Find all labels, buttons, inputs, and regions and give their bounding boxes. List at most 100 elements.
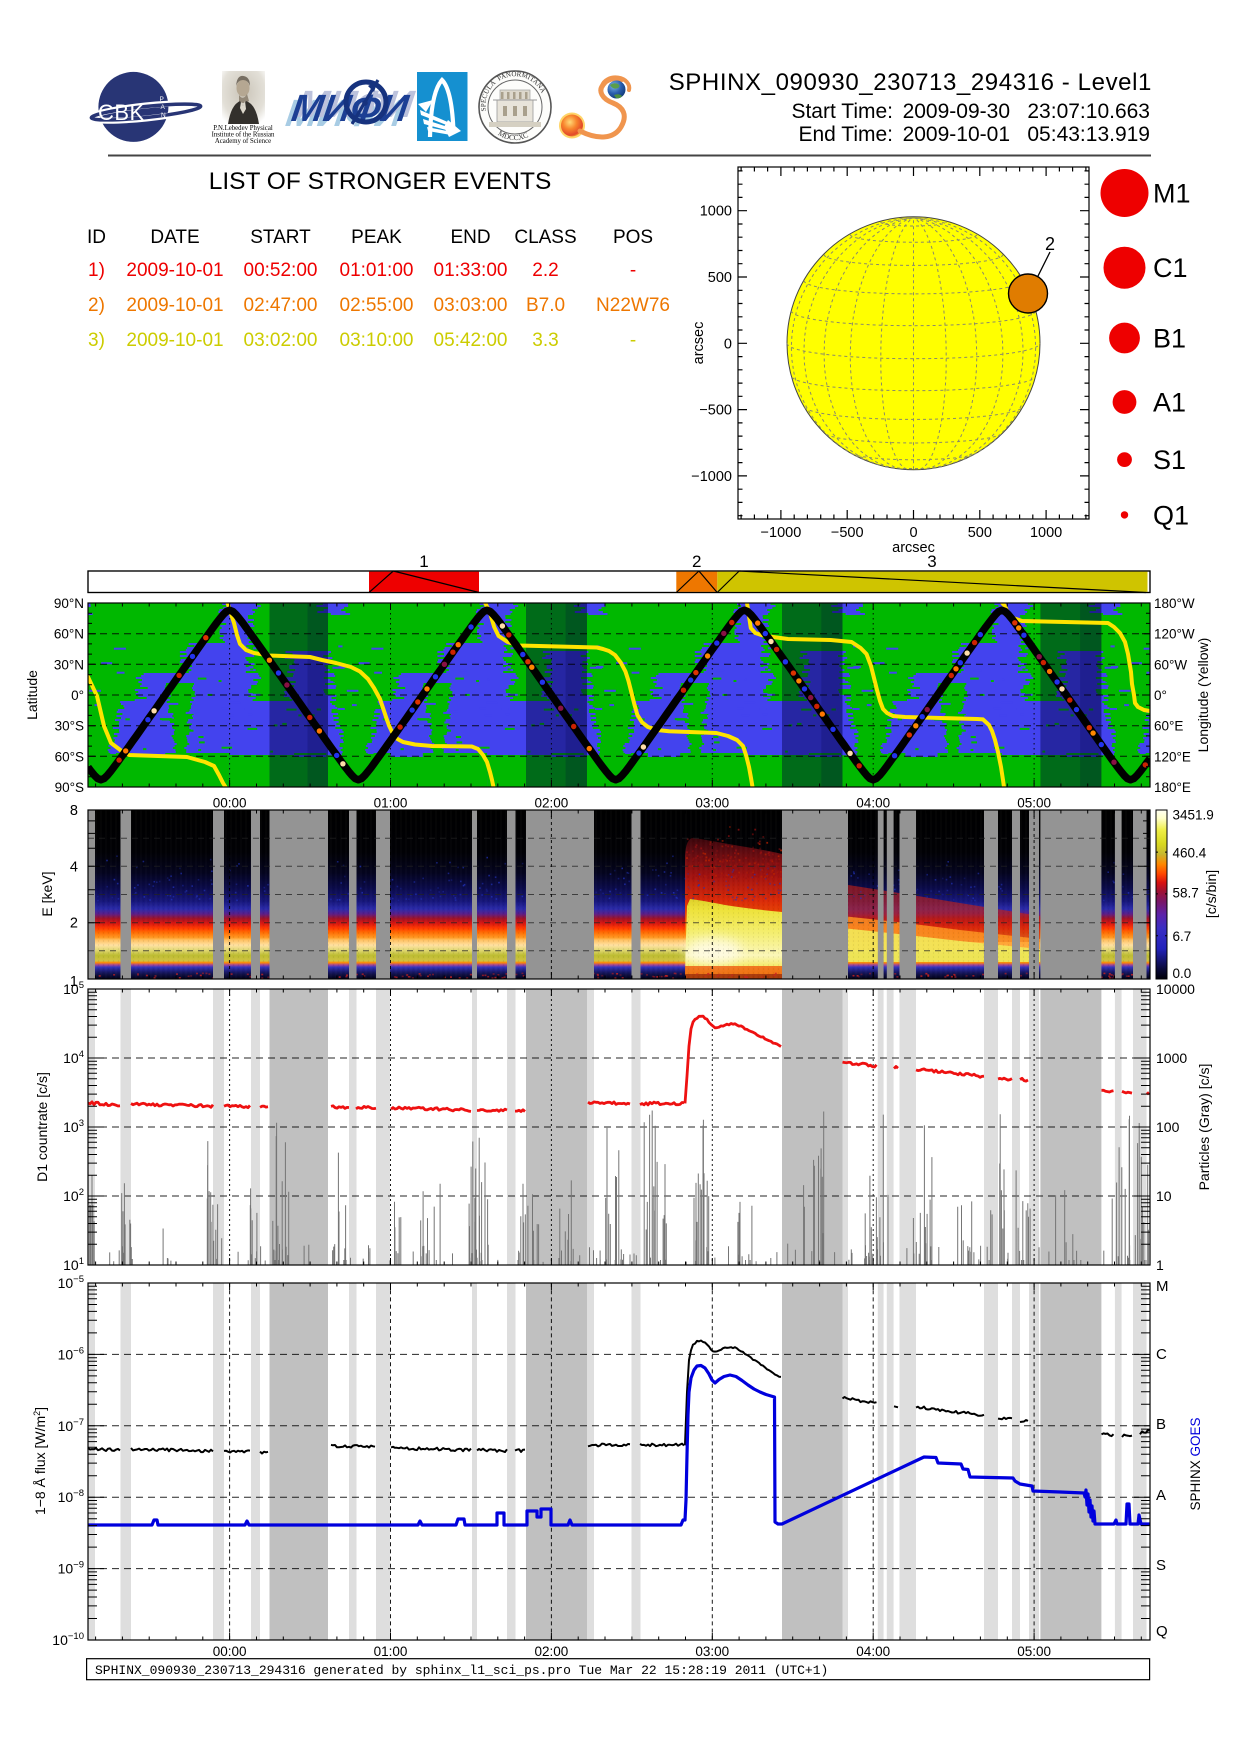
svg-text:05:43:13.919: 05:43:13.919 xyxy=(1027,123,1150,146)
svg-text:2: 2 xyxy=(1045,234,1055,254)
svg-text:00:52:00: 00:52:00 xyxy=(244,260,318,281)
svg-text:90°N: 90°N xyxy=(54,596,84,611)
svg-text:1: 1 xyxy=(419,552,428,571)
svg-text:04:00: 04:00 xyxy=(856,1644,890,1659)
svg-text:МИФИ: МИФИ xyxy=(289,87,412,130)
svg-text:A: A xyxy=(1156,1487,1166,1504)
svg-text:03:10:00: 03:10:00 xyxy=(340,330,414,351)
svg-text:180°W: 180°W xyxy=(1154,596,1195,611)
svg-text:2009-10-01: 2009-10-01 xyxy=(126,295,223,316)
svg-text:3451.9: 3451.9 xyxy=(1173,808,1214,823)
svg-text:Start Time:: Start Time: xyxy=(791,100,893,123)
svg-text:1000: 1000 xyxy=(700,204,732,220)
svg-text:A: A xyxy=(161,104,166,111)
svg-text:−500: −500 xyxy=(831,525,864,541)
svg-text:30°N: 30°N xyxy=(54,657,84,672)
svg-text:100: 100 xyxy=(1156,1119,1180,1135)
svg-text:CLASS: CLASS xyxy=(514,227,576,248)
svg-text:−500: −500 xyxy=(699,403,732,419)
svg-text:60°E: 60°E xyxy=(1154,719,1183,734)
svg-text:-: - xyxy=(630,330,636,351)
svg-text:460.4: 460.4 xyxy=(1173,846,1207,861)
svg-text:03:02:00: 03:02:00 xyxy=(244,330,318,351)
svg-text:2009-10-01: 2009-10-01 xyxy=(903,123,1010,146)
svg-text:LIST OF STRONGER EVENTS: LIST OF STRONGER EVENTS xyxy=(209,168,552,195)
svg-text:120°E: 120°E xyxy=(1154,749,1191,764)
svg-text:B: B xyxy=(1156,1416,1166,1433)
svg-text:0: 0 xyxy=(724,336,732,352)
svg-text:SPHINX GOES: SPHINX GOES xyxy=(1188,1417,1203,1510)
svg-text:SPHINX_090930_230713_294316 ge: SPHINX_090930_230713_294316 generated by… xyxy=(95,1663,828,1678)
svg-text:A1: A1 xyxy=(1153,388,1186,418)
svg-text:05:00: 05:00 xyxy=(1017,1644,1051,1659)
svg-text:3.3: 3.3 xyxy=(532,330,558,351)
svg-text:-: - xyxy=(630,260,636,281)
svg-text:B7.0: B7.0 xyxy=(526,295,565,316)
svg-text:SPHINX_090930_230713_294316 -: SPHINX_090930_230713_294316 - Level1 xyxy=(669,69,1152,96)
svg-text:58.7: 58.7 xyxy=(1173,886,1199,901)
svg-text:2: 2 xyxy=(692,552,701,571)
svg-text:2009-10-01: 2009-10-01 xyxy=(126,330,223,351)
svg-text:P: P xyxy=(160,96,164,103)
svg-text:arcsec: arcsec xyxy=(892,540,935,556)
svg-text:60°W: 60°W xyxy=(1154,657,1187,672)
svg-text:03:00: 03:00 xyxy=(695,1644,729,1659)
svg-text:END: END xyxy=(450,227,490,248)
svg-text:Particles (Gray) [c/s]: Particles (Gray) [c/s] xyxy=(1196,1064,1212,1191)
svg-text:1−8 Å flux [W/m2]: 1−8 Å flux [W/m2] xyxy=(32,1407,48,1515)
svg-text:01:01:00: 01:01:00 xyxy=(340,260,414,281)
svg-text:6.7: 6.7 xyxy=(1173,929,1192,944)
svg-text:05:00: 05:00 xyxy=(1017,796,1051,811)
svg-text:1: 1 xyxy=(70,974,78,990)
svg-text:04:00: 04:00 xyxy=(856,796,890,811)
svg-text:POS: POS xyxy=(613,227,653,248)
svg-text:00:00: 00:00 xyxy=(213,1644,247,1659)
svg-text:CBK: CBK xyxy=(98,100,145,125)
svg-text:01:33:00: 01:33:00 xyxy=(434,260,508,281)
svg-text:10: 10 xyxy=(1156,1188,1172,1204)
svg-text:10000: 10000 xyxy=(1156,981,1195,997)
svg-text:Academy of Science: Academy of Science xyxy=(215,138,271,145)
svg-text:Latitude: Latitude xyxy=(24,670,40,720)
svg-text:C1: C1 xyxy=(1153,253,1188,283)
svg-text:M1: M1 xyxy=(1153,179,1191,209)
svg-text:2009-09-30: 2009-09-30 xyxy=(903,100,1010,123)
svg-text:Longitude (Yellow): Longitude (Yellow) xyxy=(1195,638,1211,753)
svg-text:02:00: 02:00 xyxy=(535,796,569,811)
svg-text:N: N xyxy=(161,112,166,119)
svg-text:B1: B1 xyxy=(1153,324,1186,354)
svg-text:4: 4 xyxy=(70,859,78,875)
svg-text:3: 3 xyxy=(927,552,936,571)
svg-text:2: 2 xyxy=(70,916,78,932)
svg-text:1000: 1000 xyxy=(1030,525,1062,541)
svg-text:Q1: Q1 xyxy=(1153,500,1189,530)
svg-text:3): 3) xyxy=(88,330,105,351)
svg-text:2009-10-01: 2009-10-01 xyxy=(126,260,223,281)
svg-text:02:55:00: 02:55:00 xyxy=(340,295,414,316)
svg-text:Q: Q xyxy=(1156,1623,1168,1640)
svg-text:2.2: 2.2 xyxy=(532,260,558,281)
svg-text:03:00: 03:00 xyxy=(695,796,729,811)
svg-text:2): 2) xyxy=(88,295,105,316)
svg-text:00:00: 00:00 xyxy=(213,796,247,811)
svg-text:180°E: 180°E xyxy=(1154,780,1191,795)
svg-text:23:07:10.663: 23:07:10.663 xyxy=(1027,100,1150,123)
svg-text:8: 8 xyxy=(70,803,78,819)
svg-text:0°: 0° xyxy=(1154,688,1167,703)
svg-text:ID: ID xyxy=(87,227,106,248)
svg-text:START: START xyxy=(250,227,311,248)
svg-text:02:47:00: 02:47:00 xyxy=(244,295,318,316)
svg-text:−1000: −1000 xyxy=(691,469,732,485)
svg-text:End Time:: End Time: xyxy=(798,123,893,146)
svg-text:M: M xyxy=(1156,1278,1169,1295)
svg-text:0: 0 xyxy=(909,525,917,541)
svg-text:01:00: 01:00 xyxy=(374,1644,408,1659)
svg-text:P.N.Lebedev Physical: P.N.Lebedev Physical xyxy=(213,125,273,132)
svg-text:1000: 1000 xyxy=(1156,1050,1187,1066)
svg-text:60°N: 60°N xyxy=(54,627,84,642)
svg-text:60°S: 60°S xyxy=(55,749,84,764)
svg-text:500: 500 xyxy=(968,525,992,541)
svg-text:0.0: 0.0 xyxy=(1173,966,1192,981)
svg-text:PEAK: PEAK xyxy=(351,227,402,248)
svg-text:arcsec: arcsec xyxy=(691,322,707,365)
